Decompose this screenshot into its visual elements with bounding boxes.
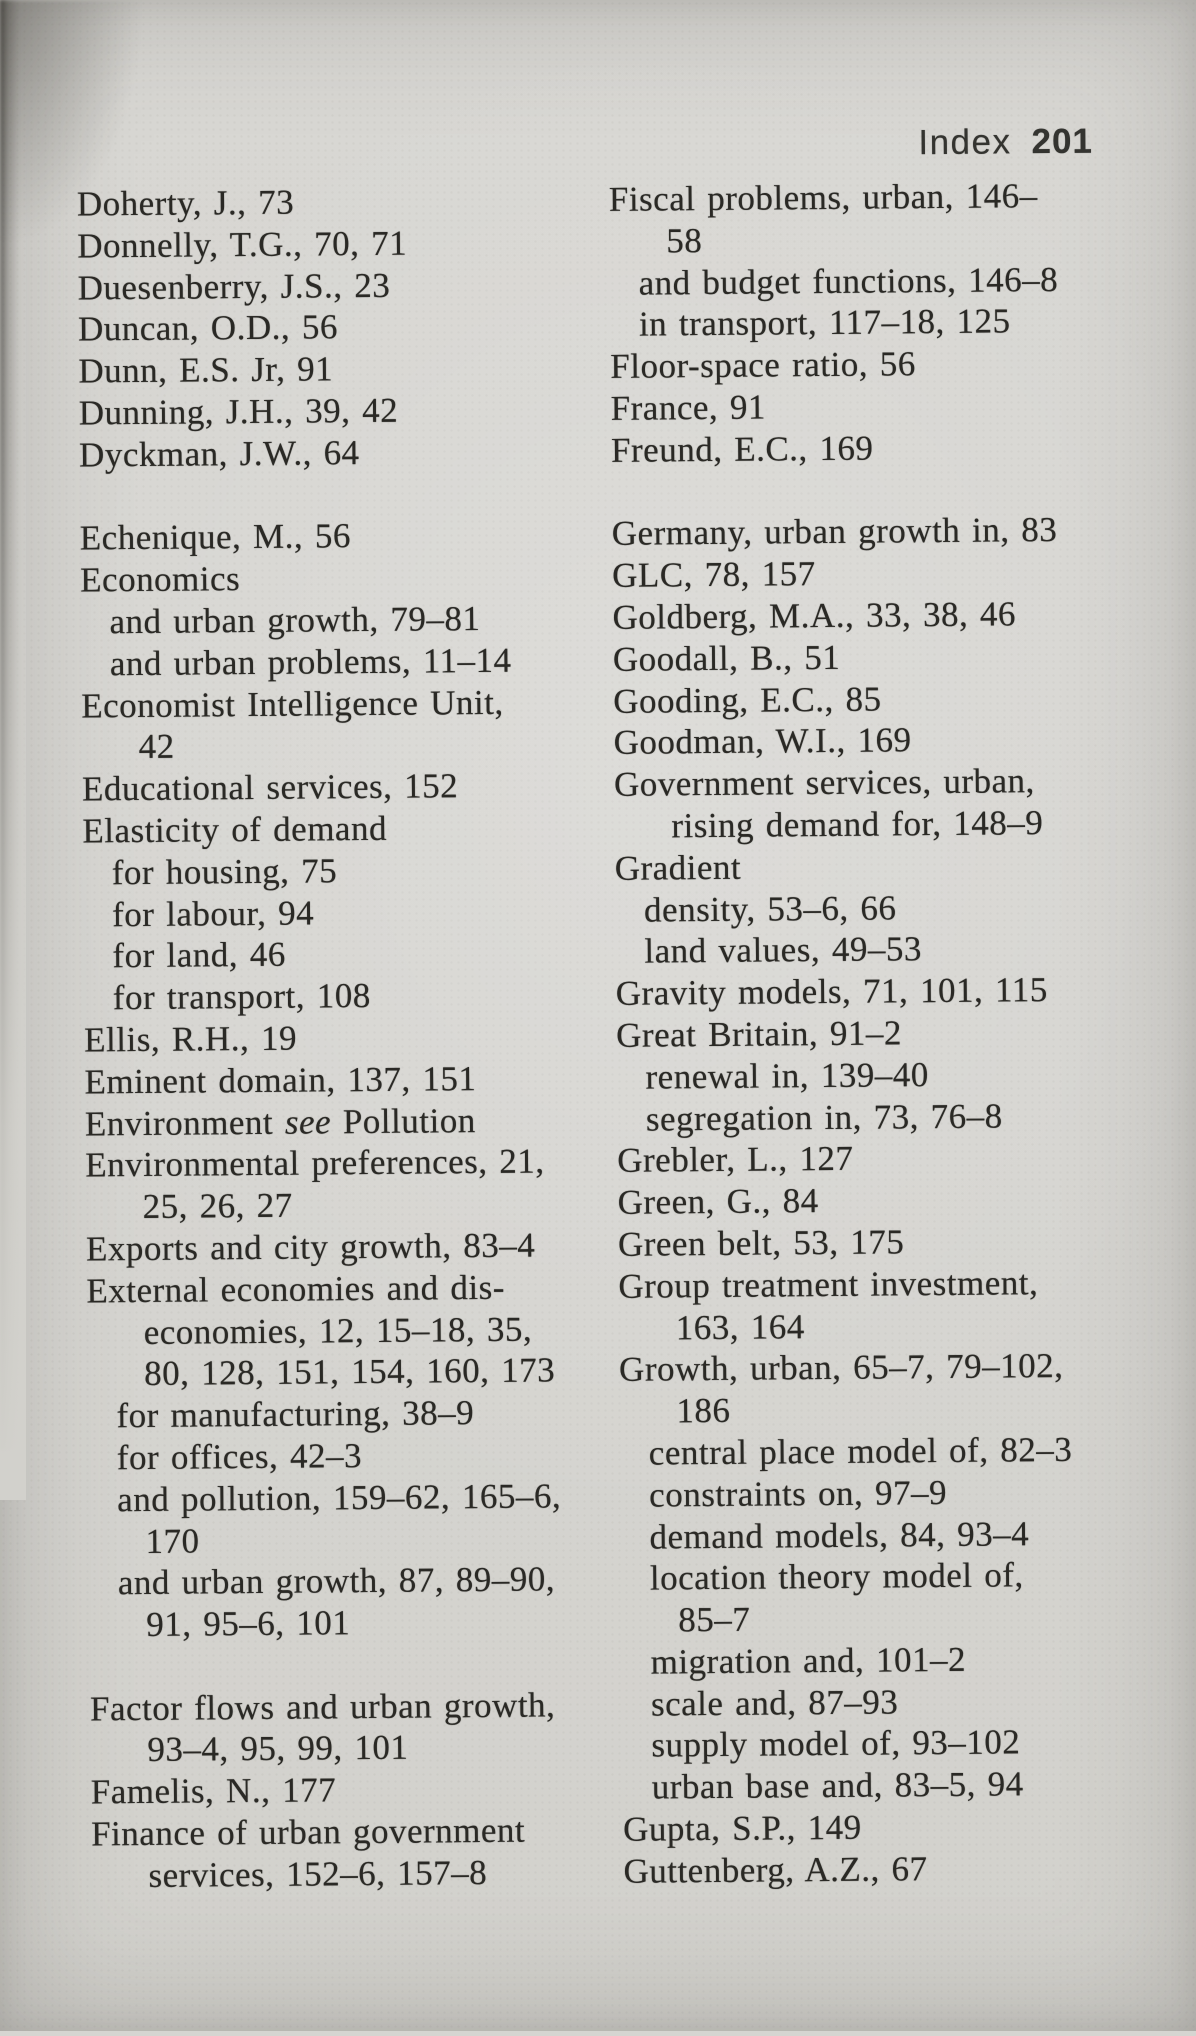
index-entry-line: Government services, urban, (613, 761, 1036, 805)
index-entry-line: Freund, E.C., 169 (610, 428, 874, 470)
index-entry-line: Fiscal problems, urban, 146– (608, 176, 1038, 219)
index-entry-line: Germany, urban growth in, 83 (611, 510, 1058, 554)
index-entry-line: Elasticity of demand (82, 808, 388, 851)
index-entry-line: 42 (138, 727, 175, 767)
index-entry-line: Grebler, L., 127 (617, 1139, 854, 1181)
index-entry-text: Pollution (330, 1100, 476, 1141)
index-entry-line: Factor flows and urban growth, (89, 1685, 556, 1729)
index-entry-line: Duncan, O.D., 56 (77, 307, 339, 349)
index-entry-line: economies, 12, 15–18, 35, (143, 1309, 533, 1352)
index-entry-line: 80, 128, 151, 154, 160, 173 (143, 1350, 556, 1394)
index-entry-line: and urban problems, 11–14 (109, 640, 512, 684)
index-entry-line: for land, 46 (112, 935, 286, 976)
running-header-title: Index (918, 122, 1012, 163)
index-column-left: Doherty, J., 73 Donnelly, T.G., 70, 71 Due… (77, 179, 617, 1897)
index-entry-line: Duesenberry, J.S., 23 (77, 265, 391, 308)
index-entry-line: 186 (676, 1390, 731, 1431)
index-entry-line: for transport, 108 (112, 976, 371, 1018)
index-entry-line: 91, 95–6, 101 (146, 1603, 351, 1645)
index-entry-line: 163, 164 (675, 1306, 805, 1347)
index-entry-line: Gradient (614, 847, 742, 888)
index-entry-line: Doherty, J., 73 (76, 182, 295, 224)
index-entry-line: density, 53–6, 66 (643, 887, 897, 930)
index-entry-line: Famelis, N., 177 (90, 1770, 337, 1812)
blank-line (611, 467, 1177, 514)
index-entry-line: supply model of, 93–102 (651, 1722, 1021, 1766)
index-entry-line: Green belt, 53, 175 (617, 1222, 905, 1264)
index-entry-line: rising demand for, 148–9 (671, 803, 1044, 846)
index-entry-line: 170 (145, 1520, 200, 1561)
index-entry-line: in transport, 117–18, 125 (638, 301, 1011, 345)
index-entry-line: Group treatment investment, (618, 1262, 1039, 1306)
index-entry-line: 25, 26, 27 (142, 1185, 293, 1227)
index-entry-line: land values, 49–53 (644, 929, 923, 971)
see-reference: see (284, 1101, 332, 1142)
index-entry-line: for offices, 42–3 (116, 1435, 363, 1478)
index-entry-line: and pollution, 159–62, 165–6, (117, 1476, 562, 1519)
index-entry-line: Dunning, J.H., 39, 42 (78, 390, 399, 433)
blank-line (89, 1642, 614, 1688)
index-entry-line: 85–7 (678, 1599, 751, 1640)
index-entry-line: Economist Intelligence Unit, (81, 682, 504, 726)
index-entry-line: Goodall, B., 51 (612, 637, 841, 679)
index-entry-line: demand models, 84, 93–4 (649, 1513, 1030, 1557)
index-entry-line: Gooding, E.C., 85 (613, 679, 882, 721)
index-entry-line: location theory model of, (649, 1555, 1024, 1598)
index-entry-line: 93–4, 95, 99, 101 (147, 1728, 409, 1770)
index-column-right: Fiscal problems, urban, 146– 58 and budget… (609, 174, 1190, 1893)
index-entry-line: Dyckman, J.W., 64 (78, 432, 360, 475)
index-entry-line: Finance of urban government (90, 1810, 526, 1854)
index-entry-line: renewal in, 139–40 (645, 1054, 929, 1097)
index-entry-line: segregation in, 73, 76–8 (645, 1096, 1003, 1139)
index-entry-line: scale and, 87–93 (650, 1682, 899, 1724)
index-entry-line: Eminent domain, 137, 151 (84, 1058, 477, 1102)
index-entry-text: Environment (84, 1102, 286, 1144)
index-entry-line: GLC, 78, 157 (611, 554, 816, 596)
index-entry-line: Gravity models, 71, 101, 115 (615, 970, 1048, 1013)
index-entry-line: Green, G., 84 (617, 1181, 819, 1222)
index-entry-line: Environment see Pollution (85, 1098, 610, 1144)
page-number: 201 (1031, 121, 1094, 162)
index-entry-line: migration and, 101–2 (650, 1639, 967, 1682)
index-entry-line: central place model of, 82–3 (648, 1429, 1073, 1473)
index-entry-line: Exports and city growth, 83–4 (85, 1225, 536, 1269)
scan-edge-shadow-fade (0, 0, 26, 1500)
index-entry-line: Economics (80, 559, 241, 600)
running-header: Index 201 (918, 122, 1093, 164)
index-entry-line: and urban growth, 87, 89–90, (117, 1559, 556, 1603)
index-entry-line: services, 152–6, 157–8 (148, 1852, 488, 1895)
index-entry-line: Environmental preferences, 21, (85, 1141, 545, 1185)
scan-corner-shade (0, 0, 140, 240)
index-entry-line: Educational services, 152 (81, 766, 459, 809)
index-entry-line: Ellis, R.H., 19 (84, 1018, 298, 1060)
index-entry-line: for manufacturing, 38–9 (116, 1393, 475, 1436)
index-entry-line: Goodman, W.I., 169 (613, 720, 912, 763)
index-entry-line: 58 (666, 220, 703, 261)
index-entry-line: for housing, 75 (111, 851, 338, 892)
index-entry-line: Echenique, M., 56 (79, 516, 352, 558)
index-entry-line: External economies and dis- (86, 1267, 506, 1311)
index-entry-line: urban base and, 83–5, 94 (651, 1764, 1024, 1807)
index-entry-line: and budget functions, 146–8 (638, 259, 1059, 303)
index-entry-line: Donnelly, T.G., 70, 71 (77, 223, 408, 266)
index-entry-line: Dunn, E.S. Jr, 91 (78, 349, 334, 391)
index-entry-line: for labour, 94 (111, 893, 315, 934)
index-entry-line: Great Britain, 91–2 (615, 1013, 903, 1055)
index-entry-line: Growth, urban, 65–7, 79–102, (618, 1346, 1064, 1390)
index-entry-line: constraints on, 97–9 (649, 1472, 948, 1515)
index-entry-line: Gupta, S.P., 149 (622, 1807, 862, 1849)
blank-line (79, 472, 604, 518)
index-entry-line: Floor-space ratio, 56 (610, 344, 916, 387)
index-entry-line: Guttenberg, A.Z., 67 (623, 1849, 928, 1891)
index-entry-line: Goldberg, M.A., 33, 38, 46 (612, 594, 1017, 637)
index-entry-line: and urban growth, 79–81 (109, 598, 481, 642)
index-entry-line: France, 91 (610, 387, 767, 428)
